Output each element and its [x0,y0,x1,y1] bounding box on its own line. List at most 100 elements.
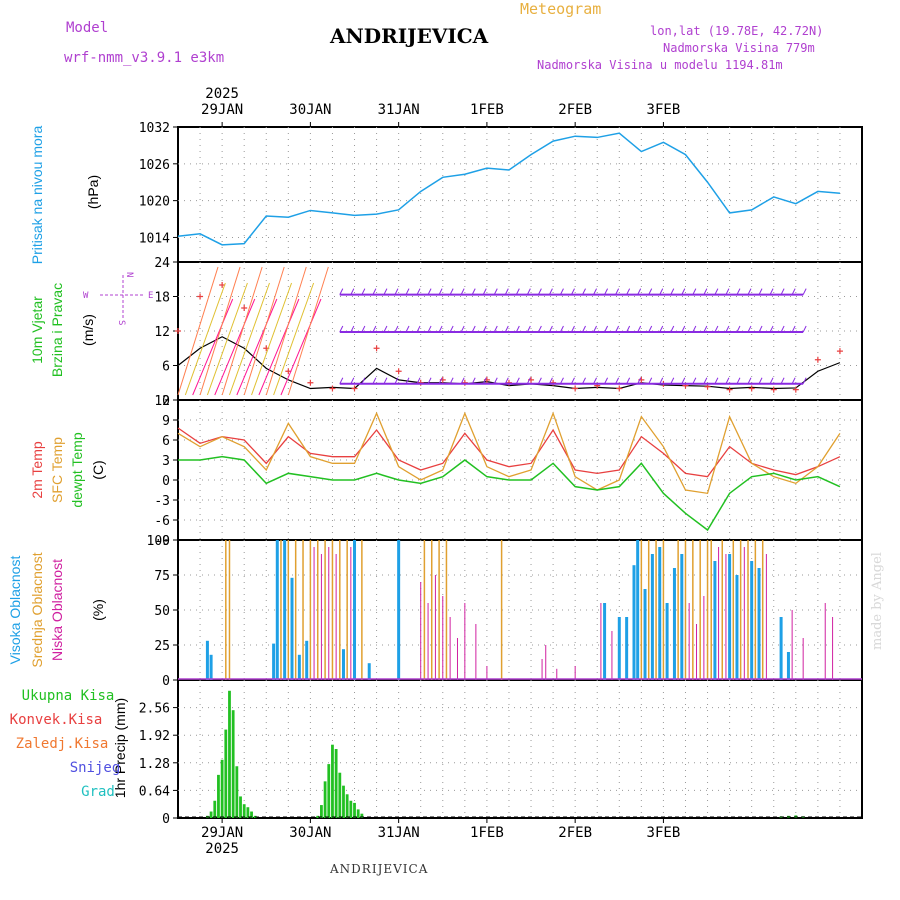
y-tick-label: 3 [162,454,170,469]
cloud-axis-title-2: Srednja Oblacnost [29,552,45,667]
wind-direction-arrow [526,288,531,295]
compass-south: S [116,320,126,325]
wind-gust-mark [307,379,314,386]
precip-bar [320,805,323,818]
wind-direction-arrow [659,377,664,384]
wind-direction-arrow [560,288,564,295]
wind-direction-arrow [615,377,620,384]
wind-direction-arrow [515,325,520,333]
precip-bar [334,749,338,818]
panel-frame-3 [177,399,863,541]
legend-total-rain: Ukupna Kisa [22,688,115,704]
cloud-high-bar [680,554,684,680]
wind-direction-arrow [802,325,807,333]
wind-direction-arrow [593,325,597,333]
wind-direction-arrow [769,377,774,384]
wind-direction-arrow [339,325,344,333]
wind-direction-arrow [372,325,377,333]
pressure-unit: (hPa) [85,175,101,209]
wind-direction-arrow [394,377,399,384]
wind-direction-arrow [593,377,597,384]
cloud-high-bar [786,652,790,680]
date-label-top: 3FEB [647,102,681,118]
y-tick-label: 6 [162,360,170,375]
cloud-high-bar [728,554,732,680]
precip-bar [217,774,220,818]
wind-direction-arrow [405,377,410,384]
y-tick-label: 12 [154,325,170,340]
cloud-high-bar [275,540,279,680]
y-tick-label: 100 [147,534,170,549]
precip-bar [250,811,253,818]
cloud-high-bar [367,663,371,680]
cloud-high-bar [750,561,754,680]
wind-direction-arrow [526,325,531,333]
temp-2m-line [177,427,841,478]
legend-freezing-rain: Zaledj.Kisa [16,736,109,752]
y-tick-label: 75 [154,569,170,584]
wind-direction-arrow [221,266,263,396]
wind-direction-arrow [791,325,796,333]
wind-direction-arrow [747,377,752,384]
wind-direction-arrow [177,266,219,396]
y-tick-label: 1026 [139,158,170,173]
cloud-high-bar [632,565,636,680]
wind-gust-mark [373,345,380,352]
wind-direction-arrow [560,325,564,333]
temp-unit: (C) [90,460,106,479]
wind-direction-arrow [659,325,664,333]
cloud-high-bar [209,654,213,680]
wind-direction-arrow [482,325,487,333]
y-tick-label: 0 [162,394,170,409]
precip-bar [224,729,228,818]
wind-direction-arrow [548,325,553,333]
cloud-high-bar [658,547,662,680]
wind-direction-arrow [350,325,355,333]
temp-axis-title-1: 2m Temp [29,441,45,499]
legend-snow: Snijeg [70,760,121,776]
precip-bar [342,785,345,818]
precip-axis-title: 1hr Precip (mm) [112,698,128,798]
wind-direction-arrow [214,298,256,396]
wind-direction-arrow [394,325,399,333]
compass-east: E [148,291,153,301]
wind-gust-mark [770,386,777,393]
wind-direction-arrow [648,377,653,384]
wind-direction-arrow [692,288,697,295]
wind-direction-arrow [361,288,366,295]
y-tick-label: 18 [154,291,170,306]
wind-direction-arrow [236,298,278,396]
wind-direction-arrow [637,325,642,333]
wind-direction-arrow [251,282,293,396]
y-tick-label: 1020 [139,195,170,210]
wind-direction-arrow [526,377,531,384]
wind-direction-arrow [372,377,377,384]
station-title: ANDRIJEVICA [330,24,489,48]
wind-direction-arrow [416,377,421,384]
wind-gust-mark [616,385,623,392]
y-tick-label: 6 [162,434,170,449]
wind-direction-arrow [493,377,498,384]
wind-direction-arrow [438,325,443,333]
y-tick-label: -3 [154,494,170,509]
cloud-high-bar [636,540,640,680]
wind-direction-arrow [460,325,465,333]
precip-bar [220,759,224,818]
wind-direction-arrow [714,288,719,295]
wind-direction-arrow [471,288,476,295]
y-tick-label: -6 [154,514,170,529]
precip-bar [213,800,217,818]
wind-direction-arrow [648,325,653,333]
cloud-high-bar [757,568,761,680]
wind-direction-arrow [626,288,631,295]
cloud-high-bar [283,540,287,680]
cloud-high-bar [305,640,309,680]
y-tick-label: 25 [154,639,170,654]
wind-direction-arrow [504,288,509,295]
date-label-bottom: 3FEB [647,825,681,841]
wind-direction-arrow [736,325,741,333]
y-tick-label: 50 [154,604,170,619]
wind-direction-arrow [460,288,465,295]
wind-direction-arrow [394,288,399,295]
cloud-unit: (%) [90,599,106,621]
